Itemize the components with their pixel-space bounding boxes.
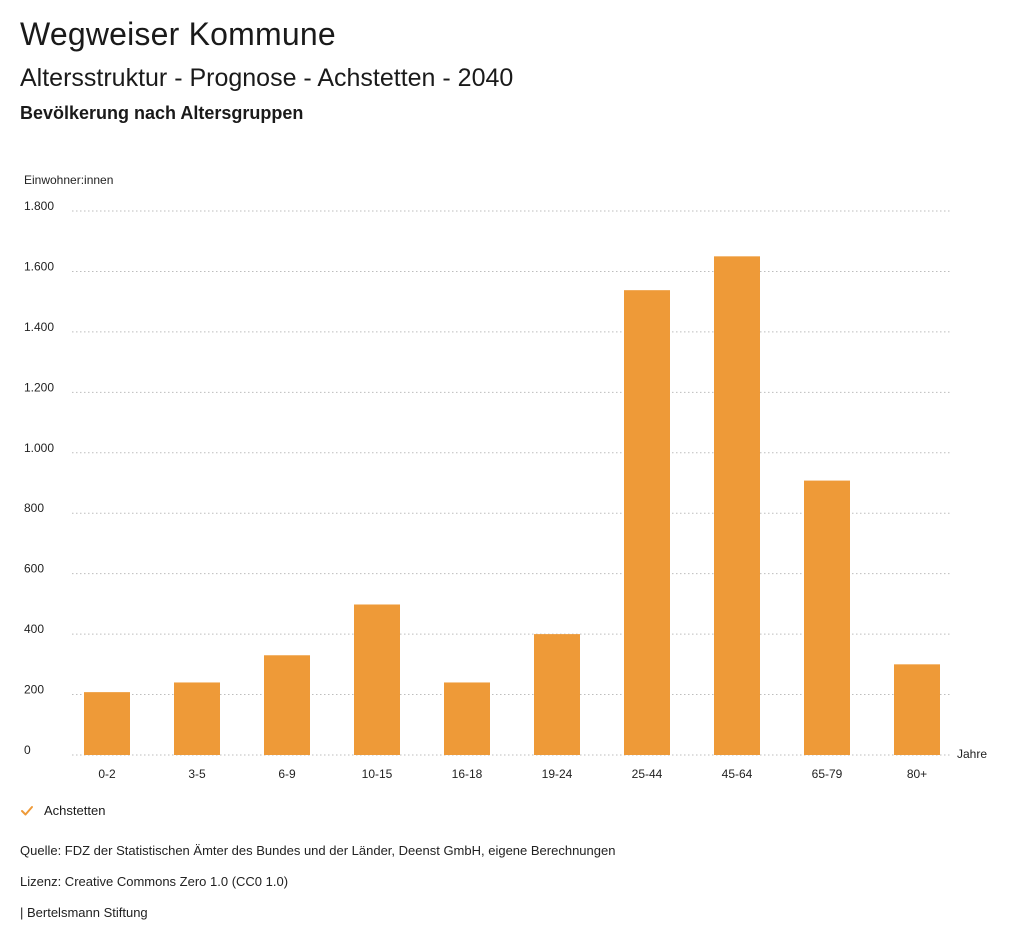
y-axis-label: Einwohner:innen bbox=[24, 173, 113, 187]
bar-45-64[interactable] bbox=[714, 256, 760, 755]
app-title: Wegweiser Kommune bbox=[20, 16, 336, 52]
y-tick-label: 1.400 bbox=[24, 320, 54, 334]
chart-subtitle: Bevölkerung nach Altersgruppen bbox=[20, 103, 304, 123]
x-axis-label: Jahre bbox=[957, 747, 987, 761]
x-tick-label: 19-24 bbox=[542, 767, 573, 781]
y-tick-label: 400 bbox=[24, 622, 44, 636]
license-note: Lizenz: Creative Commons Zero 1.0 (CC0 1… bbox=[20, 874, 289, 889]
y-tick-label: 1.200 bbox=[24, 380, 54, 394]
bar-0-2[interactable] bbox=[84, 692, 130, 755]
y-tick-label: 200 bbox=[24, 683, 44, 697]
bar-80+[interactable] bbox=[894, 664, 940, 755]
bar-10-15[interactable] bbox=[354, 604, 400, 755]
x-tick-label: 16-18 bbox=[452, 767, 483, 781]
y-tick-label: 800 bbox=[24, 501, 44, 515]
x-tick-label: 6-9 bbox=[278, 767, 296, 781]
x-tick-label: 80+ bbox=[907, 767, 927, 781]
bar-19-24[interactable] bbox=[534, 634, 580, 755]
x-tick-label: 0-2 bbox=[98, 767, 116, 781]
y-tick-label: 1.600 bbox=[24, 259, 54, 273]
x-tick-labels: 0-2 3-5 6-9 10-15 16-18 19-24 25-44 45-64 65-79 8… bbox=[98, 767, 927, 781]
x-tick-label: 3-5 bbox=[188, 767, 206, 781]
bar-65-79[interactable] bbox=[804, 480, 850, 755]
y-tick-label: 1.800 bbox=[24, 199, 54, 213]
legend-item[interactable]: Achstetten bbox=[20, 803, 105, 818]
bar-16-18[interactable] bbox=[444, 682, 490, 755]
x-tick-label: 25-44 bbox=[632, 767, 663, 781]
bar-6-9[interactable] bbox=[264, 655, 310, 755]
y-tick-label: 600 bbox=[24, 562, 44, 576]
chart-title: Altersstruktur - Prognose - Achstetten -… bbox=[20, 64, 514, 92]
y-tick-label: 1.000 bbox=[24, 441, 54, 455]
legend-label: Achstetten bbox=[44, 803, 106, 818]
y-tick-labels: 0 200 400 600 800 1.000 1.200 1.400 1.600 1.800 bbox=[24, 199, 54, 757]
check-icon bbox=[21, 805, 33, 815]
bar-chart: 0 200 400 600 800 1.000 1.200 1.400 1.600 1.800 0… bbox=[24, 173, 987, 781]
bar-25-44[interactable] bbox=[624, 290, 670, 755]
x-tick-label: 10-15 bbox=[362, 767, 393, 781]
x-tick-label: 65-79 bbox=[812, 767, 843, 781]
bars bbox=[84, 256, 940, 755]
y-tick-label: 0 bbox=[24, 743, 31, 757]
x-tick-label: 45-64 bbox=[722, 767, 753, 781]
publisher-note: | Bertelsmann Stiftung bbox=[20, 905, 148, 920]
bar-3-5[interactable] bbox=[174, 682, 220, 755]
source-note: Quelle: FDZ der Statistischen Ämter des … bbox=[20, 843, 616, 858]
